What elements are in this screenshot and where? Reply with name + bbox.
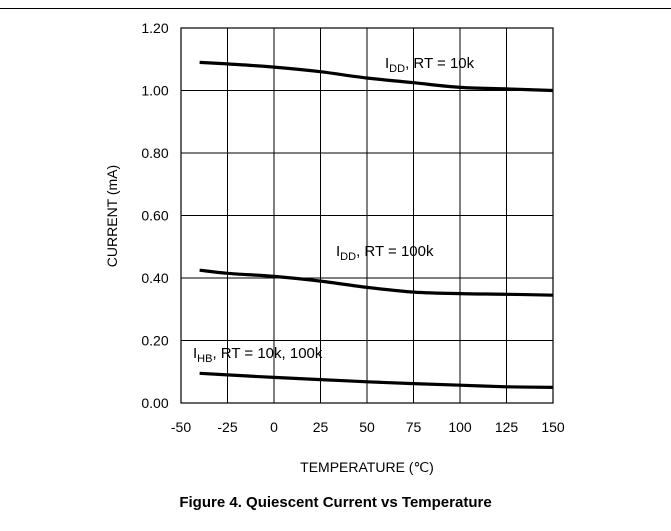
top-rule bbox=[0, 8, 671, 9]
x-axis-title: TEMPERATURE (℃) bbox=[300, 459, 434, 475]
x-tick-label: 125 bbox=[495, 419, 519, 435]
plot-frame bbox=[180, 27, 554, 404]
idd-100k-curve bbox=[199, 268, 554, 297]
series-label-idd-100k: IDD, RT = 100k bbox=[336, 243, 434, 263]
x-tick-label: 50 bbox=[359, 419, 375, 435]
y-tick-labels: 0.00 0.20 0.40 0.60 0.80 1.00 1.20 bbox=[141, 20, 168, 411]
y-tick-label: 0.80 bbox=[141, 145, 168, 161]
grid-layer bbox=[181, 28, 553, 403]
series-labels: IDD, RT = 10k IDD, RT = 100k IHB, RT = 10k… bbox=[193, 55, 475, 365]
y-axis-title: CURRENT (mA) bbox=[104, 165, 120, 267]
x-tick-label: 0 bbox=[270, 419, 278, 435]
series-label-ihb: IHB, RT = 10k, 100k bbox=[193, 345, 323, 365]
quiescent-current-chart: 0.00 0.20 0.40 0.60 0.80 1.00 1.20 -50 -25 0 25 50… bbox=[104, 20, 565, 475]
curve-layer bbox=[199, 60, 554, 389]
y-tick-label: 1.00 bbox=[141, 83, 168, 99]
idd-10k-curve bbox=[199, 60, 554, 93]
y-tick-label: 0.20 bbox=[141, 333, 168, 349]
x-tick-label: -25 bbox=[217, 419, 237, 435]
series-label-idd-10k: IDD, RT = 10k bbox=[385, 55, 475, 75]
y-tick-label: 0.40 bbox=[141, 270, 168, 286]
x-tick-label: 100 bbox=[448, 419, 472, 435]
x-tick-label: 75 bbox=[406, 419, 422, 435]
x-tick-labels: -50 -25 0 25 50 75 100 125 150 bbox=[171, 419, 565, 435]
x-tick-label: 25 bbox=[313, 419, 329, 435]
y-tick-label: 0.60 bbox=[141, 208, 168, 224]
y-tick-label: 0.00 bbox=[141, 395, 168, 411]
x-tick-label: 150 bbox=[541, 419, 565, 435]
x-tick-label: -50 bbox=[171, 419, 191, 435]
ihb-curve bbox=[199, 371, 554, 389]
y-tick-label: 1.20 bbox=[141, 20, 168, 36]
figure-caption: Figure 4. Quiescent Current vs Temperatu… bbox=[179, 494, 492, 511]
